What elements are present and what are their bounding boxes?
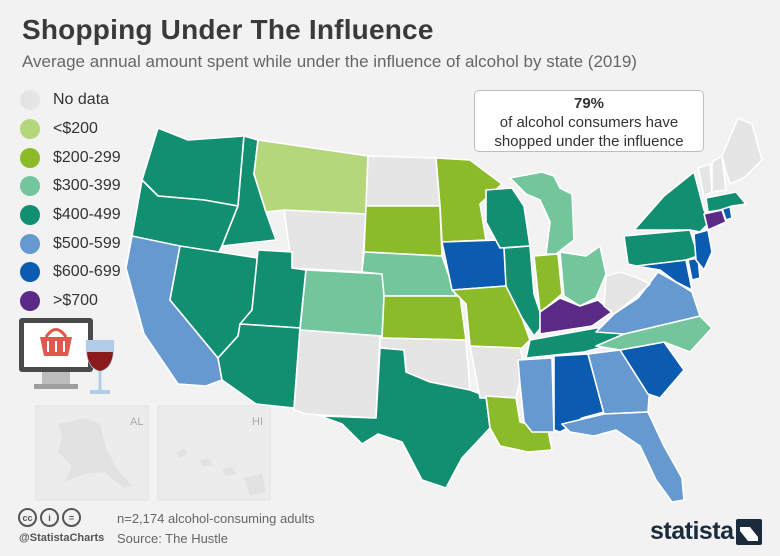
legend-item-under-200: <$200 <box>20 115 121 144</box>
legend-swatch <box>20 291 40 312</box>
legend-label: $600-699 <box>53 263 121 281</box>
legend-item-600-699: $600-699 <box>20 258 121 287</box>
no-derivatives-icon: = <box>62 508 81 527</box>
legend-swatch <box>20 262 40 283</box>
callout-line-1: of alcohol consumers have <box>499 114 679 131</box>
statista-logo[interactable]: statista <box>650 517 734 545</box>
legend-swatch <box>20 147 40 168</box>
shopping-wine-illustration-icon <box>19 318 115 394</box>
state-ohio <box>559 245 607 307</box>
legend: No data <$200 $200-299 $300-399 $400-499… <box>20 86 121 316</box>
legend-label: <$200 <box>53 120 98 138</box>
statista-mark-icon <box>736 519 762 545</box>
state-colorado <box>299 269 387 337</box>
attribution-icon: i <box>40 508 59 527</box>
legend-label: No data <box>53 91 110 109</box>
state-texas <box>319 347 491 489</box>
state-indiana <box>533 253 563 313</box>
callout-stat: 79% <box>573 95 605 112</box>
legend-swatch <box>20 90 40 111</box>
legend-label: $200-299 <box>53 148 121 166</box>
state-georgia <box>587 349 651 415</box>
hawaii-inset <box>157 405 271 501</box>
legend-item-over-700: >$700 <box>20 287 121 316</box>
state-vermont <box>697 163 713 197</box>
state-illinois <box>503 245 545 337</box>
callout-line-2: shopped under the influence <box>494 133 684 150</box>
legend-swatch <box>20 205 40 226</box>
stat-callout: 79% of alcohol consumers have shopped un… <box>474 90 704 152</box>
state-north-dakota <box>365 155 441 207</box>
state-louisiana <box>485 395 553 453</box>
state-new-mexico <box>293 329 381 419</box>
legend-item-300-399: $300-399 <box>20 172 121 201</box>
state-arkansas <box>469 345 525 399</box>
legend-label: >$700 <box>53 292 98 310</box>
state-massachusetts <box>705 191 747 213</box>
state-montana <box>253 139 369 215</box>
state-minnesota <box>435 157 503 243</box>
state-west-virginia <box>603 271 651 315</box>
state-florida <box>561 411 685 503</box>
legend-swatch <box>20 176 40 197</box>
state-new-jersey <box>693 229 713 271</box>
chart-subtitle: Average annual amount spent while under … <box>22 52 637 71</box>
state-new-hampshire <box>711 155 727 193</box>
legend-swatch <box>20 119 40 140</box>
social-handle: @StatistaCharts <box>19 532 105 544</box>
license-icons: cc i = <box>18 508 81 527</box>
state-wisconsin <box>485 187 531 249</box>
state-kansas <box>381 295 467 341</box>
legend-item-400-499: $400-499 <box>20 201 121 230</box>
legend-item-no-data: No data <box>20 86 121 115</box>
state-michigan <box>509 171 575 255</box>
state-delaware <box>687 257 701 281</box>
legend-label: $400-499 <box>53 206 121 224</box>
state-south-dakota <box>363 205 443 257</box>
state-wyoming <box>283 209 367 273</box>
state-maine <box>721 117 763 185</box>
legend-swatch <box>20 233 40 254</box>
legend-item-500-599: $500-599 <box>20 229 121 258</box>
state-mississippi <box>517 357 555 433</box>
legend-item-200-299: $200-299 <box>20 143 121 172</box>
chart-title: Shopping Under The Influence <box>22 14 434 45</box>
state-connecticut <box>703 209 727 231</box>
alaska-inset-label: AL <box>130 416 144 428</box>
sample-note: n=2,174 alcohol-consuming adults <box>117 511 315 526</box>
state-new-york <box>633 171 711 233</box>
source-note: Source: The Hustle <box>117 531 229 546</box>
hawaii-inset-label: HI <box>252 416 263 428</box>
legend-label: $300-399 <box>53 177 121 195</box>
creative-commons-icon: cc <box>18 508 37 527</box>
legend-label: $500-599 <box>53 234 121 252</box>
alaska-inset <box>35 405 149 501</box>
